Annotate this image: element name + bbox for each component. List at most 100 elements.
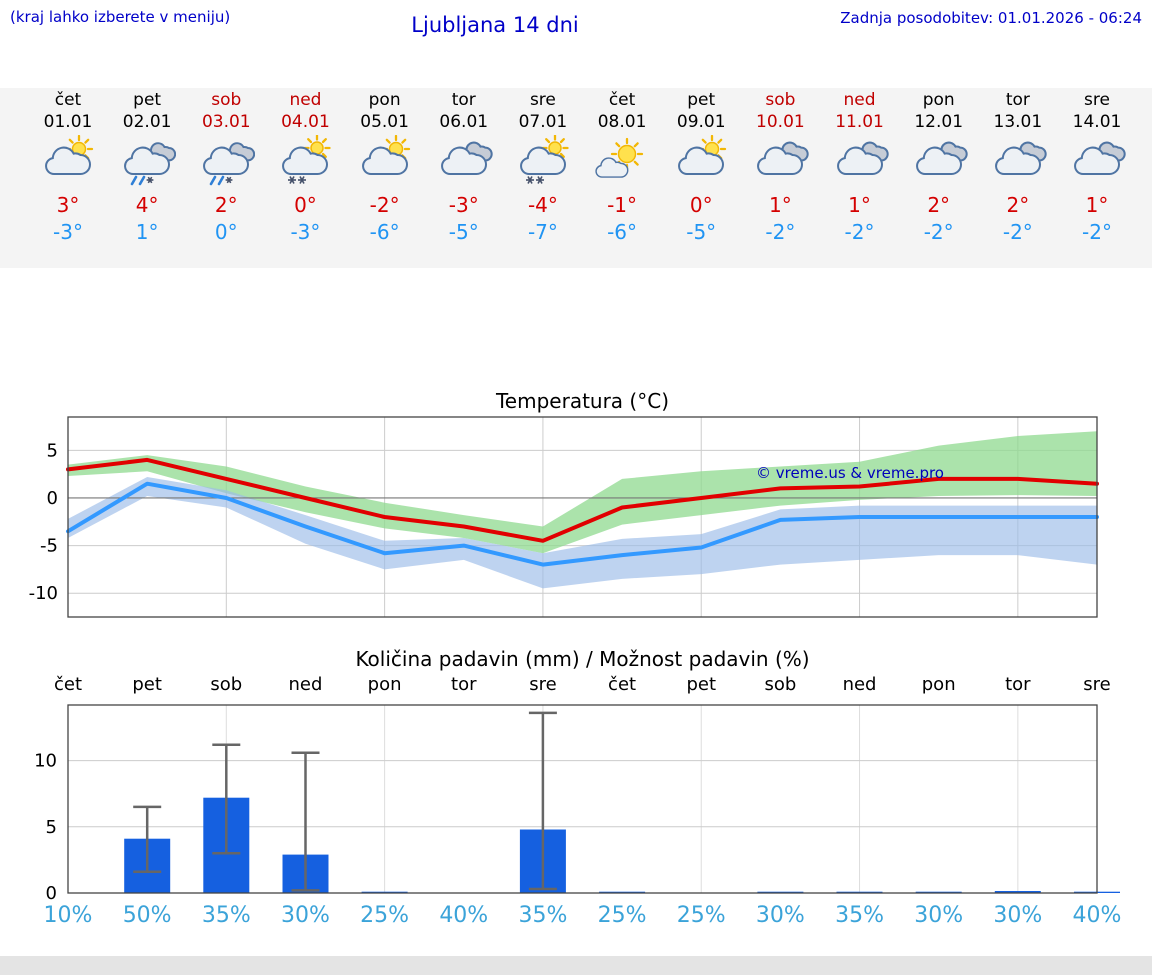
day-date: 01.01: [43, 112, 93, 132]
day-date: 12.01: [914, 112, 964, 132]
sun-small-cloud-icon: [582, 134, 662, 190]
day-date: 06.01: [439, 112, 489, 132]
temp-max: 2°: [214, 193, 238, 217]
precip-probability-label: 35%: [201, 903, 251, 928]
precip-probability-label: 30%: [993, 903, 1043, 928]
temp-min: -5°: [686, 220, 717, 244]
precip-probability-label: 35%: [518, 903, 568, 928]
temp-max: 2°: [1006, 193, 1030, 217]
temp-min: -2°: [1002, 220, 1033, 244]
min-temp-range-band: [68, 477, 1097, 589]
precip-day-label: pon: [921, 674, 956, 695]
temp-ytick-label: -5: [40, 536, 58, 557]
day-name: tor: [1005, 90, 1030, 110]
forecast-day-12.01[interactable]: pon 12.01 2° -2°: [899, 90, 979, 247]
precip-ytick-label: 0: [46, 883, 57, 900]
forecast-day-13.01[interactable]: tor 13.01 2° -2°: [978, 90, 1058, 247]
temp-min: -3°: [53, 220, 83, 244]
precip-day-label: čet: [53, 674, 83, 695]
precipitation-chart: 0 5 10: [34, 704, 1120, 900]
cloudy-icon: [820, 134, 900, 190]
precip-probability-label: 25%: [360, 903, 410, 928]
temp-ytick-label: -10: [29, 583, 58, 604]
copyright-link[interactable]: © vreme.us & vreme.pro: [756, 464, 944, 482]
temp-max: -4°: [527, 193, 558, 217]
temp-max: 1°: [848, 193, 871, 217]
temp-max: -3°: [448, 193, 479, 217]
day-name: ned: [289, 90, 322, 110]
precip-bar: [915, 891, 962, 893]
precip-day-label: sob: [210, 674, 243, 695]
forecast-day-07.01[interactable]: sre 07.01 -4° -7°: [503, 90, 583, 247]
precip-probability-label: 35%: [835, 903, 884, 928]
temp-min: -2°: [923, 220, 954, 244]
forecast-day-01.01[interactable]: čet 01.01 3° -3°: [28, 90, 108, 247]
precip-day-label: pon: [367, 674, 402, 695]
precip-ytick-label: 10: [34, 751, 57, 772]
day-date: 13.01: [993, 112, 1043, 132]
day-name: sob: [211, 90, 242, 110]
precip-probability-label: 30%: [914, 903, 964, 928]
precip-bar: [599, 891, 646, 893]
temp-max: 2°: [927, 193, 951, 217]
day-date: 03.01: [201, 112, 251, 132]
day-name: sre: [1084, 90, 1110, 110]
temp-max: 0°: [689, 193, 713, 217]
cloudy-icon: [424, 134, 504, 190]
day-name: pon: [368, 90, 401, 110]
precip-probability-label: 40%: [1072, 903, 1122, 928]
temp-min: -2°: [1082, 220, 1112, 244]
day-date: 05.01: [360, 112, 409, 132]
clouds-rain-icon: [186, 134, 266, 190]
day-date: 09.01: [676, 112, 726, 132]
day-date: 02.01: [122, 112, 172, 132]
sun-cloud-snow-icon: [503, 134, 583, 190]
temp-max: -2°: [369, 193, 400, 217]
day-name: čet: [608, 90, 636, 110]
temp-min: -2°: [844, 220, 875, 244]
precip-bar: [994, 891, 1041, 893]
forecast-day-09.01[interactable]: pet 09.01 0° -5°: [661, 90, 741, 247]
precip-probability-label: 25%: [676, 903, 726, 928]
day-name: sob: [765, 90, 796, 110]
precip-day-label: ned: [288, 674, 323, 695]
clouds-rain-icon: [107, 134, 187, 190]
day-name: pet: [687, 90, 716, 110]
forecast-day-10.01[interactable]: sob 10.01 1° -2°: [740, 90, 820, 247]
temp-min: -6°: [369, 220, 400, 244]
temp-max: 1°: [1085, 193, 1109, 217]
precip-probability-label: 25%: [597, 903, 647, 928]
cloudy-icon: [978, 134, 1058, 190]
forecast-day-14.01[interactable]: sre 14.01 1° -2°: [1057, 90, 1137, 247]
sun-cloud-snow-icon: [265, 134, 345, 190]
precipitation-chart-title: Količina padavin (mm) / Možnost padavin …: [355, 647, 810, 671]
temp-max: -1°: [607, 193, 638, 217]
temp-min: -2°: [765, 220, 796, 244]
cloudy-icon: [1057, 134, 1137, 190]
forecast-day-06.01[interactable]: tor 06.01 -3° -5°: [424, 90, 504, 247]
precip-bar: [361, 891, 408, 893]
forecast-day-05.01[interactable]: pon 05.01 -2° -6°: [345, 90, 425, 247]
precip-probability-label: 30%: [755, 903, 805, 928]
sun-behind-cloud-icon: [661, 134, 741, 190]
precip-error-bar: [212, 743, 241, 855]
precip-day-label: sre: [529, 674, 557, 695]
day-date: 04.01: [281, 112, 330, 132]
menu-hint: (kraj lahko izberete v meniju): [10, 8, 231, 26]
forecast-strip-background: [0, 88, 1152, 268]
forecast-day-04.01[interactable]: ned 04.01 0° -3°: [265, 90, 345, 247]
day-name: ned: [843, 90, 876, 110]
temperature-chart-title: Temperatura (°C): [495, 389, 669, 413]
forecast-day-11.01[interactable]: ned 11.01 1° -2°: [820, 90, 900, 247]
precip-day-label: ned: [842, 674, 877, 695]
forecast-day-02.01[interactable]: pet 02.01 4° 1°: [107, 90, 187, 247]
temp-ytick-label: 0: [47, 488, 58, 509]
precip-ytick-label: 5: [46, 817, 57, 838]
day-name: sre: [529, 90, 556, 110]
footer-strip: [0, 956, 1152, 975]
day-date: 14.01: [1072, 112, 1122, 132]
temp-chart-border: [67, 416, 1098, 618]
day-date: 10.01: [756, 112, 805, 132]
forecast-day-03.01[interactable]: sob 03.01 2° 0°: [186, 90, 266, 247]
forecast-day-08.01[interactable]: čet 08.01 -1° -6°: [582, 90, 662, 247]
